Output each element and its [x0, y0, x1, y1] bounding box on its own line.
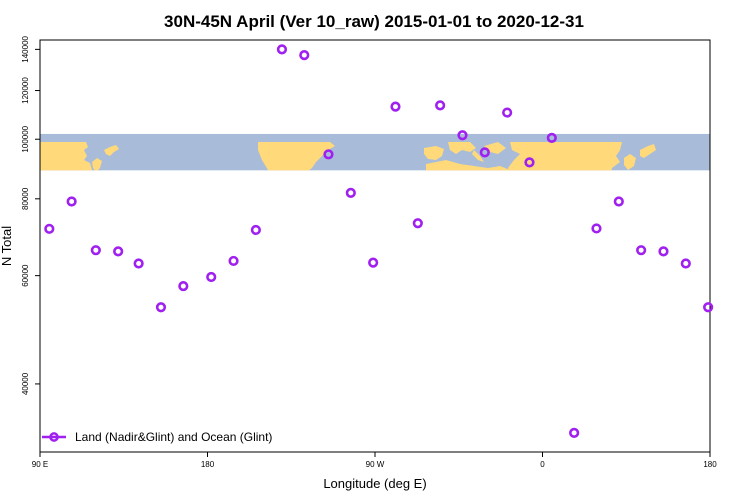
- data-point: [636, 245, 647, 256]
- data-point: [299, 50, 310, 61]
- land-korea-japan-east: [624, 144, 656, 170]
- data-point: [479, 147, 490, 158]
- x-tick-label: 180: [703, 460, 717, 469]
- data-point: [66, 196, 77, 207]
- map-land: [40, 142, 656, 171]
- data-point: [524, 157, 535, 168]
- land-north-america: [258, 142, 335, 171]
- data-point: [206, 271, 217, 283]
- data-point: [228, 255, 239, 267]
- data-point: [457, 130, 468, 141]
- data-point: [323, 149, 334, 160]
- land-north-africa: [426, 160, 510, 171]
- data-point: [178, 280, 189, 292]
- land-iberia: [424, 146, 444, 160]
- y-tick-label: 40000: [21, 372, 30, 395]
- data-point: [412, 218, 423, 229]
- data-point: [546, 132, 557, 143]
- world-map-band: [40, 133, 710, 171]
- data-point: [390, 101, 401, 112]
- data-point: [113, 246, 124, 257]
- land-korea-japan-west: [92, 145, 119, 171]
- data-point: [250, 224, 261, 236]
- y-tick-label: 100000: [21, 125, 30, 152]
- chart-title: 30N-45N April (Ver 10_raw) 2015-01-01 to…: [164, 12, 584, 31]
- data-point: [658, 246, 669, 257]
- legend: Land (Nadir&Glint) and Ocean (Glint): [42, 430, 272, 444]
- legend-marker: [49, 432, 59, 442]
- data-point: [133, 258, 144, 269]
- data-point: [680, 258, 691, 269]
- data-point: [345, 187, 356, 198]
- land-southern-europe: [448, 142, 506, 162]
- data-point: [155, 302, 167, 313]
- plot-frame: [39, 39, 711, 453]
- data-point: [502, 107, 513, 118]
- y-tick-label: 120000: [21, 77, 30, 104]
- data-point: [591, 223, 602, 234]
- data-point: [435, 100, 446, 111]
- x-tick-label: 180: [201, 460, 215, 469]
- legend-entry: Land (Nadir&Glint) and Ocean (Glint): [75, 430, 272, 444]
- data-point: [368, 257, 379, 268]
- data-series: [44, 44, 714, 438]
- land-middle-east-asia: [508, 142, 622, 171]
- data-point: [90, 245, 101, 256]
- data-point: [569, 427, 580, 438]
- x-axis: 90 E 180 90 W 0 180: [32, 452, 717, 469]
- y-tick-label: 80000: [21, 187, 30, 210]
- y-tick-label: 140000: [21, 35, 30, 62]
- y-tick-label: 60000: [21, 264, 30, 287]
- y-axis-label: N Total: [0, 226, 14, 266]
- land-asia-west: [40, 142, 92, 171]
- x-tick-label: 0: [540, 460, 545, 469]
- x-tick-label: 90 W: [366, 460, 385, 469]
- data-point: [276, 44, 288, 55]
- data-point: [703, 302, 714, 313]
- x-axis-label: Longitude (deg E): [323, 476, 426, 491]
- x-tick-label: 90 E: [32, 460, 48, 469]
- y-axis: 40000 60000 80000 100000 120000 140000: [21, 35, 40, 395]
- data-point: [44, 223, 55, 234]
- data-point: [613, 196, 624, 207]
